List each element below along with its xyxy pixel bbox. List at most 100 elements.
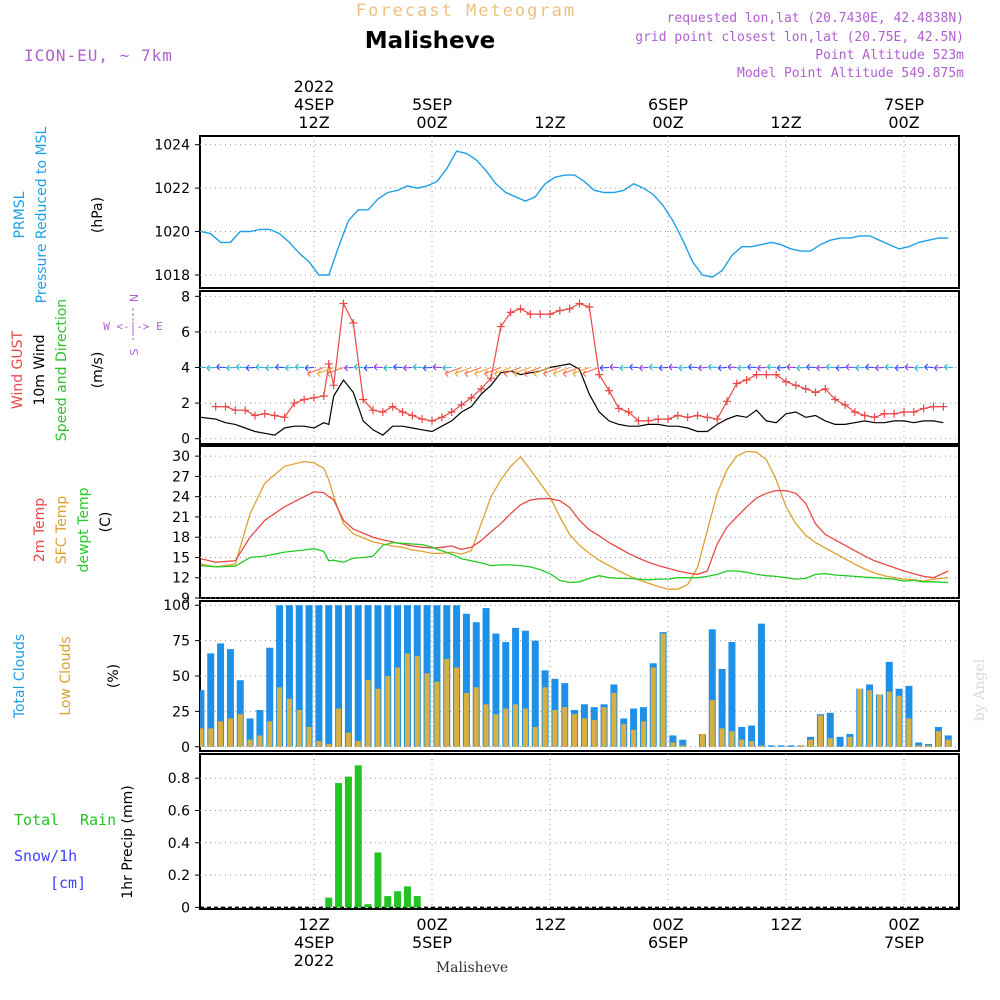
gust-marker [772,370,781,379]
clouds-panel: 0 25 50 75 100 [163,598,960,756]
low-cloud-bar [572,714,578,747]
arrow-head [393,363,397,371]
low-cloud-bar [886,691,892,747]
gust-marker [624,407,633,416]
low-cloud-bar [729,731,735,747]
rain-bar [364,904,372,908]
wind-direction-arrow [504,367,521,375]
low-cloud-bar [218,721,224,747]
y-tick-label: 50 [172,669,190,685]
y-tick-label: 100 [163,598,190,614]
pressure-unit: (hPa) [90,197,106,233]
y-tick-label: 0.6 [168,804,190,820]
time-tick-label: 12Z [534,915,565,934]
arrow-head [383,364,388,372]
low-cloud-bar [483,704,489,747]
gust-marker [408,411,417,420]
gust-marker [310,393,318,402]
low-cloud-bar [286,698,292,747]
arrow-head [265,364,270,372]
arrow-head [943,363,948,371]
time-tick-label: 12Z [298,915,329,934]
temp-unit: (C) [98,512,114,533]
total-clouds-label: Total Clouds [12,634,28,719]
low-cloud-bar [906,718,912,747]
arrow-head [796,364,801,372]
total-cloud-bar [335,605,343,747]
arrow-head [884,363,889,371]
y-tick-label: 18 [172,530,190,546]
gust-marker [634,416,643,425]
wind-gust-label: Wind GUST [10,330,26,409]
compass-west-east: W <-|-> E [103,320,163,333]
total-cloud-bar [512,627,520,747]
gust-marker [841,400,849,409]
total-cloud-bar [226,649,234,747]
wind-panel-labels: Wind GUST 10m Wind Speed and Direction (… [10,294,163,441]
total-cloud-bar [266,647,274,747]
low-cloud-bar [375,688,381,747]
y-tick-label: 1024 [154,138,190,154]
low-cloud-bar [916,745,922,747]
gust-marker [437,413,446,422]
low-cloud-bar [660,633,666,747]
low-cloud-bar [552,709,558,747]
y-tick-label: 0.4 [168,836,190,852]
pressure-panel-labels: PRMSL Pressure Reduced to MSL (hPa) [12,126,106,303]
total-cloud-bar [630,708,638,747]
low-cloud-bar [345,732,351,747]
y-tick-label: 6 [181,325,190,341]
total-cloud-bar [472,622,480,747]
gust-marker [595,370,604,379]
low-cloud-bar [434,681,440,747]
total-cloud-bar [217,643,225,747]
rain-bar [384,896,392,908]
gust-marker [487,374,495,383]
arrow-head [403,364,407,372]
arrow-head [914,364,919,372]
gust-marker [880,409,889,418]
pressure-line [200,150,949,278]
low-cloud-bar [562,707,568,747]
arrow-head [464,370,469,377]
wind-direction-arrow [454,367,472,375]
wind-direction-arrow [513,367,531,375]
arrow-head [582,370,587,377]
arrow-head [766,363,771,371]
arrow-head [412,363,417,371]
gust-marker [447,407,456,416]
gust-marker [388,402,397,411]
sfc-temp-line [200,450,949,590]
rain-bar [403,886,411,908]
gust-marker [251,411,259,420]
gust-marker [418,415,427,424]
time-tick-label: 00Z [416,915,447,934]
low-cloud-bar [316,741,322,747]
rain-bar [413,896,421,908]
time-tick-label: 5SEP [412,95,452,114]
low-cloud-bar [277,687,283,747]
low-cloud-bar [591,719,597,747]
y-tick-label: 1018 [154,268,190,284]
gust-marker [280,413,289,422]
arrow-head [875,364,879,372]
gust-marker [339,299,348,308]
compass-south: S [128,348,141,355]
total-cloud-bar [521,630,529,747]
low-cloud-bar [463,692,469,747]
gust-marker [762,370,771,379]
low-cloud-bar [542,687,548,747]
low-cloud-bar [267,721,273,747]
low-cloud-bar [621,724,627,747]
wind-unit: (m/s) [90,352,106,389]
y-tick-label: 12 [172,571,190,587]
low-cloud-bar [709,700,715,747]
time-tick-label: 12Z [298,113,329,132]
total-cloud-bar [915,742,923,747]
arrow-head [432,363,437,371]
wind-direction-arrow [445,367,462,375]
temp-panel-labels: 2m Temp SFC Temp dewpt Temp (C) [32,487,114,572]
gust-marker [260,409,269,418]
gust-marker [614,404,623,413]
low-cloud-bar [876,694,882,747]
